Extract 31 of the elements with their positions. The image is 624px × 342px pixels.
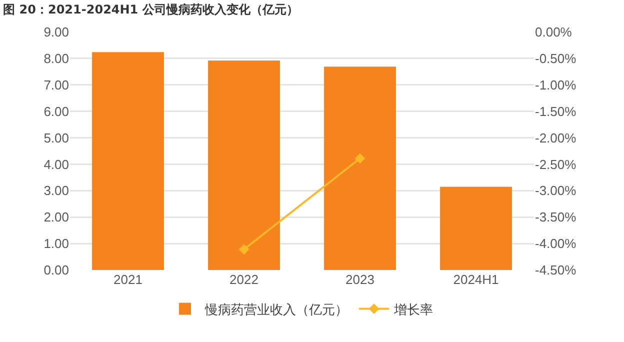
bar bbox=[208, 60, 280, 270]
y2-tick-label: -3.00% bbox=[535, 183, 577, 198]
x-tick-label: 2023 bbox=[346, 272, 374, 287]
y2-tick-label: -0.50% bbox=[535, 50, 577, 66]
bar bbox=[324, 66, 396, 270]
y2-tick-label: -1.00% bbox=[535, 77, 577, 92]
legend-label: 慢病药营业收入（亿元） bbox=[204, 302, 348, 318]
x-tick-label: 2024H1 bbox=[453, 272, 499, 287]
y2-tick-label: -3.50% bbox=[535, 210, 577, 225]
y-tick-label: 0.00 bbox=[44, 262, 69, 278]
x-tick-label: 2022 bbox=[230, 272, 258, 287]
bar bbox=[440, 186, 512, 270]
y-tick-label: 7.00 bbox=[44, 77, 69, 92]
y-tick-label: 8.00 bbox=[44, 50, 69, 66]
y-tick-label: 9.00 bbox=[44, 24, 69, 40]
y2-tick-label: 0.00% bbox=[535, 24, 572, 40]
y-tick-label: 5.00 bbox=[44, 130, 69, 146]
y-tick-label: 3.00 bbox=[44, 183, 69, 198]
y2-tick-label: -4.00% bbox=[535, 236, 577, 252]
y2-tick-label: -1.50% bbox=[535, 104, 577, 119]
y2-tick-label: -2.00% bbox=[535, 130, 577, 146]
y2-tick-label: -2.50% bbox=[535, 156, 577, 172]
y2-tick-label: -4.50% bbox=[535, 262, 577, 278]
y-tick-label: 1.00 bbox=[44, 236, 69, 252]
legend-label: 增长率 bbox=[393, 302, 433, 318]
chart-title: 图 20：2021-2024H1 公司慢病药收入变化（亿元） bbox=[3, 2, 298, 17]
y-tick-label: 4.00 bbox=[44, 156, 69, 172]
bar bbox=[92, 52, 164, 270]
y-tick-label: 2.00 bbox=[44, 210, 69, 225]
x-tick-label: 2021 bbox=[114, 272, 142, 287]
y-tick-label: 6.00 bbox=[44, 104, 69, 119]
